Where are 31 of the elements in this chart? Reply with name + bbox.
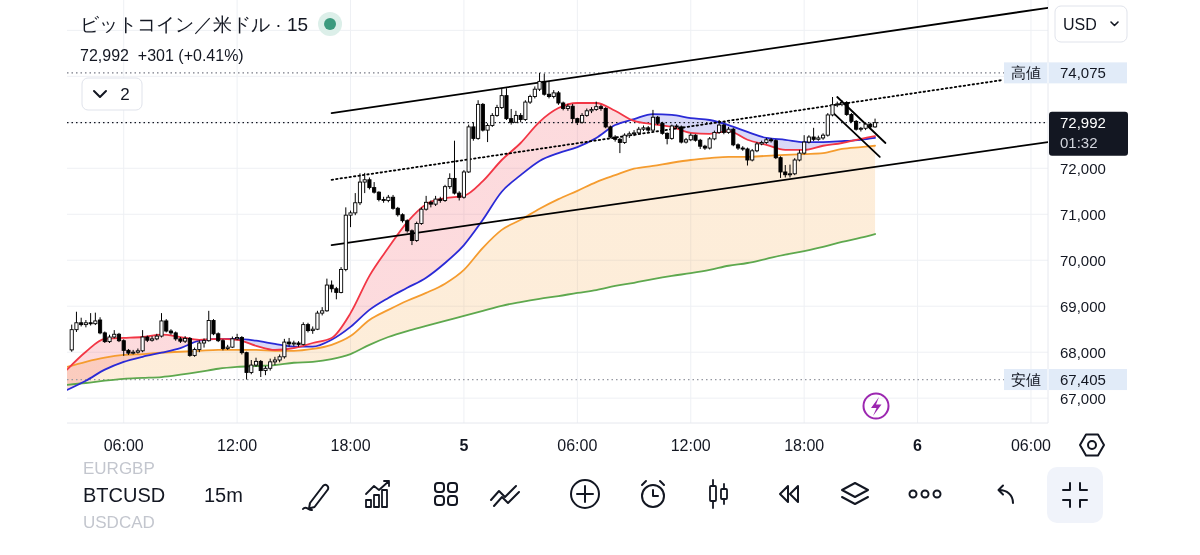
y-tick-label: 67,000 [1060, 389, 1106, 407]
candlestick [159, 312, 164, 338]
x-tick-label: 12:00 [670, 436, 711, 454]
text: USDCAD [83, 512, 155, 532]
text: 01:32 [1060, 134, 1098, 152]
x-tick-label: 06:00 [557, 436, 598, 454]
text: ビットコイン／米ドル · 15 [80, 13, 309, 35]
annotation: 高値 [1011, 64, 1041, 82]
candlestick [546, 80, 552, 99]
x-tick-label: 18:00 [784, 436, 825, 454]
text: 15m [204, 484, 243, 506]
y-tick-label: 70,000 [1060, 251, 1106, 269]
x-tick-label: 6 [913, 436, 923, 454]
text: 72,992 +301 (+0.41%) [80, 46, 244, 64]
y-tick-label: 71,000 [1060, 205, 1106, 223]
text: BTCUSD [83, 484, 166, 506]
x-tick-label: 5 [459, 436, 469, 454]
y-tick-label: 72,000 [1060, 159, 1106, 177]
y-tick-label: 69,000 [1060, 297, 1106, 315]
x-tick-label: 06:00 [1010, 436, 1052, 454]
annotation: 2 [120, 84, 130, 104]
y-tick-label: 68,000 [1060, 343, 1106, 361]
x-tick-label: 06:00 [103, 436, 144, 454]
text: USD [1063, 15, 1097, 33]
x-tick-label: 12:00 [217, 436, 258, 454]
ref-line-label: 72,992 [1060, 114, 1106, 132]
annotation: 安値 [1011, 371, 1041, 389]
x-tick-label: 18:00 [330, 436, 371, 454]
ref-line-label: 67,405 [1060, 371, 1106, 389]
text: EURGBP [83, 458, 155, 478]
ref-line-label: 74,075 [1060, 64, 1106, 82]
